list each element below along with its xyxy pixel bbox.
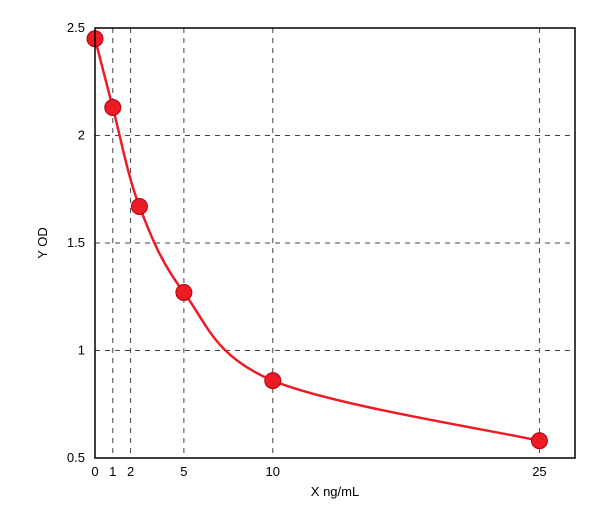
y-tick-label: 1.5: [67, 235, 85, 250]
y-tick-label: 2.5: [67, 20, 85, 35]
x-tick-label: 0: [91, 464, 98, 479]
x-tick-label: 5: [180, 464, 187, 479]
data-marker: [531, 433, 547, 449]
y-axis-title: Y OD: [35, 227, 50, 259]
data-marker: [265, 373, 281, 389]
x-tick-label: 1: [109, 464, 116, 479]
chart-svg: 01251025 0.511.522.5 X ng/mL Y OD: [0, 0, 600, 516]
x-tick-labels: 01251025: [91, 464, 546, 479]
x-tick-label: 10: [266, 464, 280, 479]
y-tick-label: 0.5: [67, 450, 85, 465]
data-marker: [176, 284, 192, 300]
x-tick-label: 2: [127, 464, 134, 479]
y-tick-label: 2: [78, 128, 85, 143]
x-tick-label: 25: [532, 464, 546, 479]
data-marker: [131, 198, 147, 214]
x-axis-title: X ng/mL: [311, 484, 359, 499]
y-tick-labels: 0.5 1 1.5 2 2.5: [67, 20, 85, 465]
chart-container: 01251025 0.511.522.5 X ng/mL Y OD: [0, 0, 600, 516]
data-marker: [105, 100, 121, 116]
y-tick-label: 1: [78, 343, 85, 358]
